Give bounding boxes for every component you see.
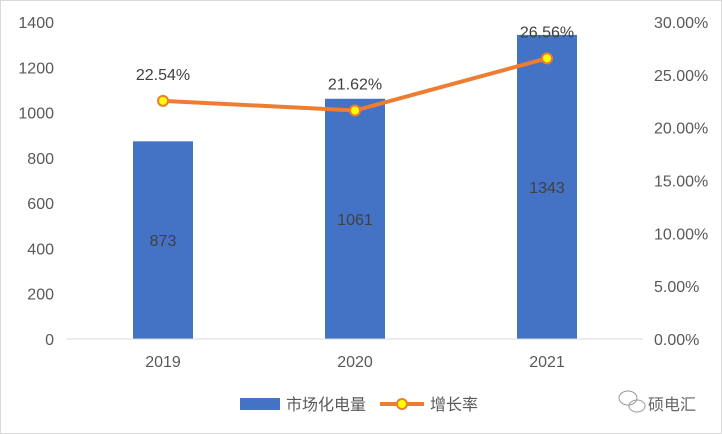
left-tick-label: 1200 bbox=[18, 60, 54, 77]
legend-marker bbox=[396, 398, 408, 410]
watermark: 硕电汇 bbox=[618, 390, 696, 414]
left-tick-label: 800 bbox=[27, 151, 54, 168]
legend-swatch-bar bbox=[240, 398, 280, 410]
right-tick-label: 0.00% bbox=[654, 332, 699, 349]
left-tick-label: 400 bbox=[27, 241, 54, 258]
legend-label-line: 增长率 bbox=[430, 396, 478, 414]
left-tick-label: 1400 bbox=[18, 15, 54, 32]
right-tick-label: 30.00% bbox=[654, 15, 708, 32]
left-tick-label: 1000 bbox=[18, 106, 54, 123]
bar bbox=[133, 141, 193, 339]
right-tick-label: 5.00% bbox=[654, 279, 699, 296]
bar-data-label: 873 bbox=[150, 233, 177, 250]
watermark-text: 硕电汇 bbox=[648, 396, 696, 414]
right-tick-label: 15.00% bbox=[654, 174, 708, 191]
line-data-label: 26.56% bbox=[520, 24, 574, 41]
line-series: 22.54% 21.62% 26.56% bbox=[136, 24, 574, 117]
line-data-label: 21.62% bbox=[328, 77, 382, 94]
right-tick-label: 20.00% bbox=[654, 121, 708, 138]
legend: 市场化电量 增长率 bbox=[240, 396, 478, 414]
line-marker bbox=[157, 94, 169, 107]
x-tick-label: 2020 bbox=[337, 354, 373, 371]
wechat-icon bbox=[618, 390, 646, 413]
legend-label-bar: 市场化电量 bbox=[286, 396, 366, 414]
right-axis: 0.00% 5.00% 10.00% 15.00% 20.00% 25.00% 30.00% bbox=[654, 15, 708, 349]
line-marker bbox=[349, 104, 361, 117]
bar bbox=[325, 98, 385, 340]
left-tick-label: 200 bbox=[27, 287, 54, 304]
x-tick-label: 2021 bbox=[529, 354, 565, 371]
x-axis: 2019 2020 2021 bbox=[145, 354, 565, 371]
line-marker bbox=[541, 52, 553, 65]
bar bbox=[517, 34, 577, 339]
left-tick-label: 0 bbox=[45, 332, 54, 349]
x-tick-label: 2019 bbox=[145, 354, 181, 371]
left-axis: 0 200 400 600 800 1000 1200 1400 bbox=[18, 15, 54, 349]
line-data-label: 22.54% bbox=[136, 67, 190, 84]
bar-data-label: 1061 bbox=[337, 212, 373, 229]
right-tick-label: 10.00% bbox=[654, 226, 708, 243]
bar-series: 873 1061 1343 bbox=[133, 34, 577, 340]
bar-data-label: 1343 bbox=[529, 180, 565, 197]
left-tick-label: 600 bbox=[27, 196, 54, 213]
right-tick-label: 25.00% bbox=[654, 68, 708, 85]
